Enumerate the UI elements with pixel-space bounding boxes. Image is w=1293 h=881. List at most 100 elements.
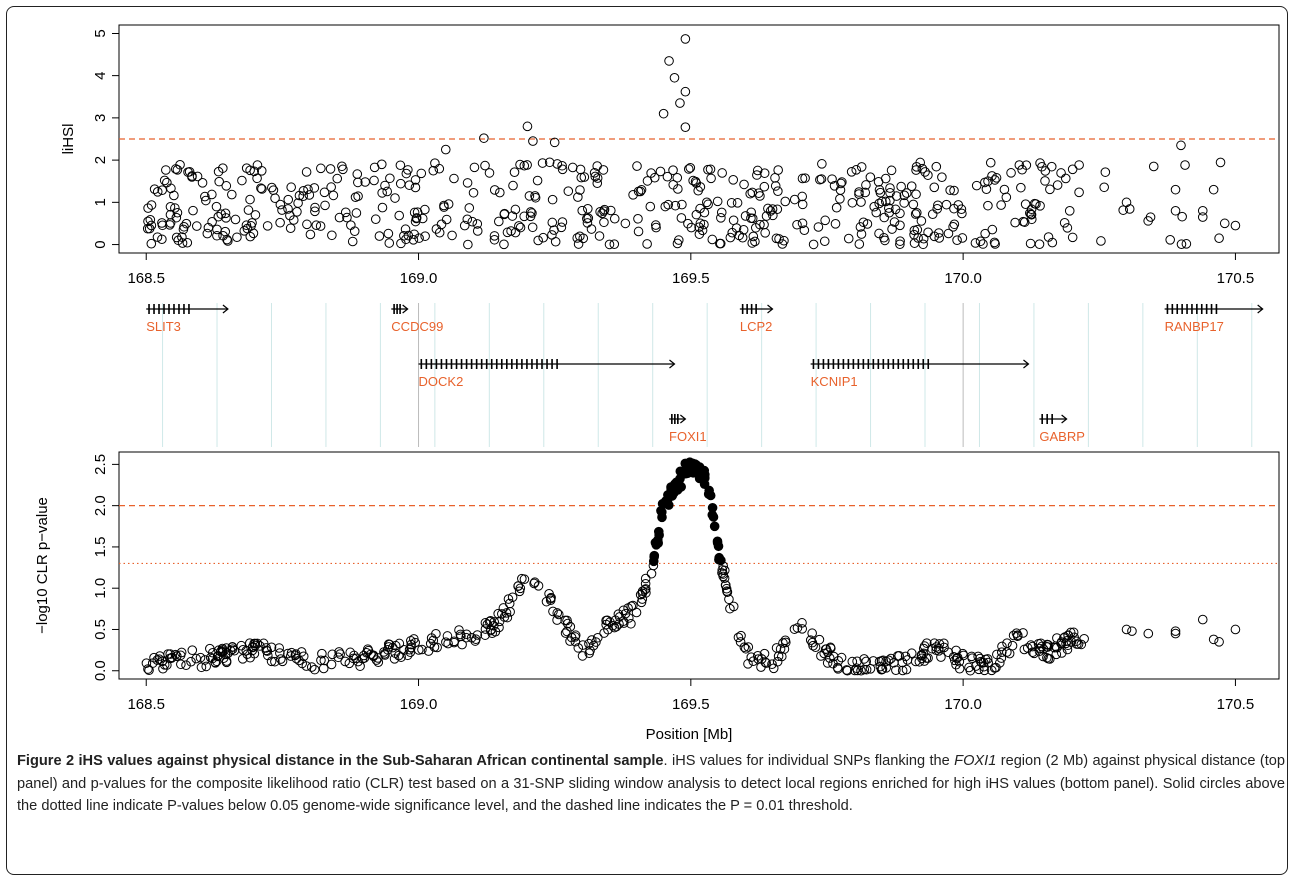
top-data-point: [861, 180, 871, 190]
gene-exon: [741, 304, 744, 314]
top-data-point: [677, 199, 687, 210]
bottom-data-point: [994, 658, 1005, 668]
gene-exon: [158, 304, 160, 314]
bottom-data-point: [979, 661, 989, 672]
gene-exon: [677, 414, 679, 424]
top-data-point: [747, 187, 758, 198]
gene-exon: [183, 304, 185, 314]
bottom-significant-point: [653, 526, 664, 537]
bottom-data-point: [814, 634, 825, 645]
top-data-point: [230, 214, 241, 225]
top-data-point: [143, 216, 153, 227]
top-data-point: [874, 185, 885, 195]
top-data-point: [172, 207, 183, 218]
gene-label-kcnip1: KCNIP1: [811, 374, 858, 389]
bottom-significant-point: [652, 535, 663, 545]
top-data-point: [462, 214, 473, 225]
top-data-point: [1052, 180, 1063, 190]
bottom-data-point: [455, 629, 466, 640]
top-data-point: [177, 238, 188, 248]
bottom-data-point: [327, 649, 338, 660]
bottom-data-point: [1208, 634, 1219, 645]
bottom-data-point: [894, 650, 904, 661]
bottom-data-point: [773, 651, 784, 661]
top-data-point: [1014, 160, 1025, 170]
gene-exon: [1186, 304, 1188, 314]
top-data-point: [1181, 239, 1192, 249]
top-y-axis-label: liHSl: [60, 124, 77, 155]
bottom-data-point: [951, 645, 961, 656]
bottom-x-tick-label: 170.5: [1217, 696, 1255, 713]
top-data-point: [1230, 220, 1241, 231]
top-data-point: [578, 233, 589, 244]
top-data-point: [395, 178, 406, 189]
bottom-data-point: [493, 608, 503, 619]
top-data-point: [149, 184, 160, 194]
top-data-point: [410, 216, 421, 227]
bottom-data-point: [262, 646, 273, 656]
top-data-point: [1165, 234, 1175, 245]
top-data-point: [980, 228, 990, 239]
top-data-point: [916, 216, 927, 226]
bottom-data-point: [613, 609, 624, 619]
bottom-data-point: [636, 597, 647, 608]
top-data-point: [1197, 205, 1208, 216]
bottom-data-point: [317, 648, 327, 659]
top-data-point: [157, 185, 168, 195]
top-data-point: [985, 157, 996, 168]
top-data-point: [843, 233, 854, 244]
bottom-data-point: [1002, 647, 1012, 657]
top-data-point: [911, 189, 921, 200]
figure-caption: Figure 2 iHS values against physical dis…: [17, 750, 1285, 818]
bottom-x-tick-label: 169.0: [400, 696, 438, 713]
bottom-panel-frame: [118, 451, 1280, 680]
bottom-data-point: [789, 624, 800, 634]
top-data-point: [909, 238, 920, 248]
gene-exon: [1191, 304, 1193, 314]
bottom-data-point: [1043, 653, 1054, 664]
top-data-point: [636, 185, 647, 195]
gene-exon: [531, 359, 533, 369]
bottom-data-point: [592, 632, 603, 643]
top-data-point: [248, 228, 259, 239]
top-y-tick-label: 5: [92, 29, 109, 37]
bottom-data-point: [176, 659, 186, 670]
bottom-data-point: [889, 657, 899, 668]
top-data-point: [891, 191, 902, 201]
top-data-point: [874, 198, 884, 209]
bottom-data-point: [503, 594, 514, 604]
top-data-point: [705, 164, 716, 175]
top-data-point: [495, 187, 505, 198]
bottom-data-point: [720, 580, 731, 590]
top-data-point: [1056, 168, 1066, 178]
top-data-point: [871, 207, 882, 218]
top-data-point: [304, 190, 315, 200]
top-data-point: [1074, 187, 1084, 198]
top-peak-point: [479, 133, 489, 143]
gene-exon: [887, 359, 890, 369]
gene-label-gabrp: GABRP: [1039, 429, 1085, 444]
bottom-data-point: [461, 632, 471, 643]
top-data-point: [191, 221, 202, 231]
bottom-data-point: [979, 665, 990, 676]
bottom-data-point: [187, 645, 198, 655]
top-data-point: [162, 177, 172, 188]
gene-label-lcp2: LCP2: [740, 319, 773, 334]
gene-exon: [842, 359, 845, 369]
bottom-data-point: [842, 665, 853, 676]
top-data-point: [245, 231, 256, 242]
top-data-point: [831, 202, 842, 213]
top-data-point: [537, 158, 548, 168]
gene-label-slit3: SLIT3: [146, 319, 181, 334]
bottom-data-point: [1079, 633, 1089, 644]
top-data-point: [468, 187, 479, 198]
bottom-data-point: [210, 658, 221, 668]
top-data-point: [1074, 160, 1084, 170]
top-data-point: [883, 203, 894, 213]
bottom-data-point: [916, 650, 927, 660]
gene-exon: [1051, 414, 1053, 424]
top-data-point: [201, 195, 211, 206]
top-data-point: [179, 221, 189, 232]
bottom-data-point: [319, 655, 330, 666]
bottom-significant-point: [668, 486, 679, 497]
